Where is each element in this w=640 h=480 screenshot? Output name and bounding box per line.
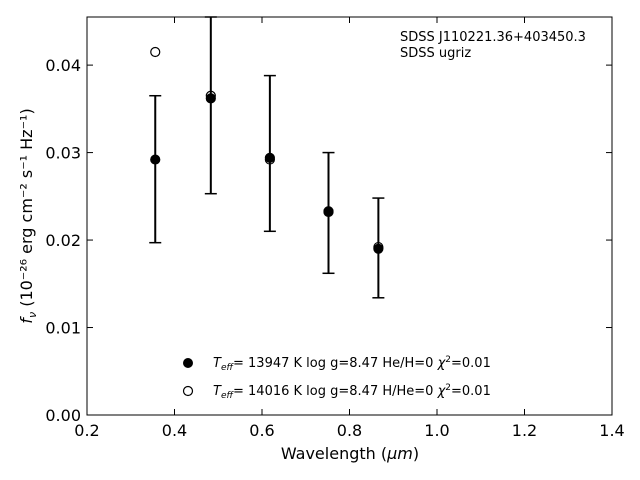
data-point-open xyxy=(264,154,275,165)
y-tick-label: 0.04 xyxy=(45,56,81,75)
x-tick-label: 1.4 xyxy=(599,421,624,440)
data-point-open xyxy=(205,90,216,101)
x-axis-label: Wavelength (μm) xyxy=(281,444,419,463)
legend-entry-2-chi2: =0.01 xyxy=(451,384,491,399)
legend-entry-2: Teff= 14016 K log g=8.47 H/He=0 χ2=0.01 xyxy=(213,383,491,401)
legend-marker-filled xyxy=(183,358,193,368)
annotation: SDSS J110221.36+403450.3 SDSS ugriz xyxy=(400,30,586,61)
y-tick-label: 0.01 xyxy=(45,319,81,338)
object-name-label: SDSS J110221.36+403450.3 xyxy=(400,30,586,45)
data-point-filled xyxy=(205,93,216,104)
legend-entry-2-params: = 14016 K log g=8.47 H/He=0 xyxy=(233,384,438,399)
x-tick-label: 1.0 xyxy=(424,421,449,440)
x-tick-label: 0.6 xyxy=(249,421,274,440)
y-tick-label: 0.02 xyxy=(45,231,81,250)
x-tick-label: 0.4 xyxy=(162,421,187,440)
data-point-filled xyxy=(150,154,161,165)
axes-frame xyxy=(86,16,613,416)
data-point-open xyxy=(150,46,161,58)
x-tick-label: 0.2 xyxy=(74,421,99,440)
y-tick-label: 0.00 xyxy=(45,406,81,425)
x-tick-label: 1.2 xyxy=(512,421,537,440)
y-tick-label: 0.03 xyxy=(45,144,81,163)
plot-area: 0.2 0.4 0.6 0.8 1.0 1.2 1.4 0.00 0.01 0.02 0.03 0.0… xyxy=(45,16,625,440)
survey-label: SDSS ugriz xyxy=(400,46,471,61)
y-axis-label: fν (10⁻²⁶ erg cm⁻² s⁻¹ Hz⁻¹) xyxy=(17,108,39,323)
legend: Teff= 13947 K log g=8.47 He/H=0 χ2=0.01 … xyxy=(182,355,491,401)
legend-marker-open xyxy=(182,385,194,397)
data-point-open xyxy=(373,241,384,253)
legend-entry-1-params: = 13947 K log g=8.47 He/H=0 xyxy=(233,356,438,371)
data-point-open xyxy=(323,206,334,218)
x-tick-label: 0.8 xyxy=(337,421,362,440)
legend-entry-1-chi2: =0.01 xyxy=(451,356,491,371)
legend-entry-1: Teff= 13947 K log g=8.47 He/H=0 χ2=0.01 xyxy=(213,355,491,373)
